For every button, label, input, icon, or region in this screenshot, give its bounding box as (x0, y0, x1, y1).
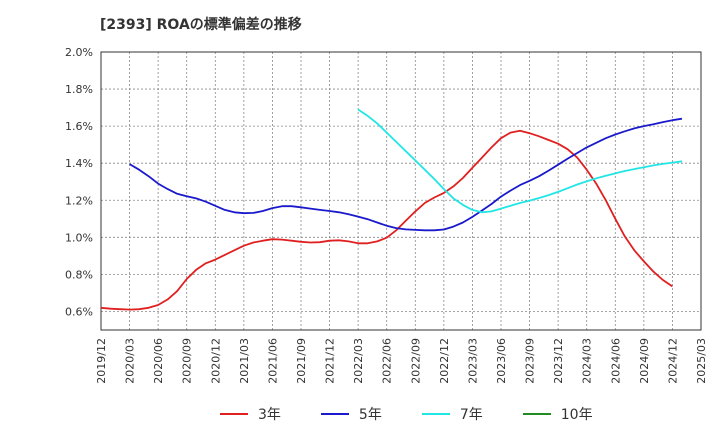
x-tick-label: 2022/06 (381, 338, 394, 384)
legend-swatch (421, 413, 450, 415)
legend-label: 7年 (459, 407, 483, 423)
x-tick-label: 2021/06 (266, 338, 279, 384)
series-line-3年 (100, 129, 673, 311)
x-tick-label: 2019/12 (95, 338, 108, 384)
legend-label: 5年 (358, 407, 382, 423)
y-tick-label: 1.8% (65, 83, 93, 96)
legend-item: 10年 (522, 404, 593, 424)
grid (101, 51, 701, 330)
legend-swatch (522, 413, 551, 415)
x-tick-label: 2022/09 (409, 338, 422, 384)
x-tick-label: 2020/06 (152, 338, 165, 384)
legend-swatch (220, 413, 248, 415)
legend-label: 3年 (258, 407, 281, 423)
x-tick-label: 2024/03 (581, 338, 594, 384)
legend-item: 3年 (220, 404, 281, 424)
y-tick-label: 1.2% (65, 194, 93, 207)
x-tick-label: 2023/12 (552, 338, 565, 384)
x-tick-label: 2024/09 (638, 338, 651, 384)
x-tick-label: 2022/12 (438, 338, 451, 384)
x-tick-label: 2022/03 (352, 338, 365, 384)
x-axis: 2019/12 2020/03 2020/06 2020/09 2020/12 2021/… (95, 338, 708, 384)
y-tick-label: 1.4% (65, 157, 93, 170)
legend-label: 10年 (560, 407, 593, 423)
x-tick-label: 2021/03 (238, 338, 251, 384)
x-tick-label: 2024/12 (666, 338, 679, 384)
legend-item: 5年 (320, 404, 382, 424)
y-axis: 2.0% 1.8% 1.6% 1.4% 1.2% 1.0% 0.8% 0.6% (65, 46, 93, 318)
plot-area (100, 51, 702, 331)
x-tick-label: 2023/09 (524, 338, 537, 384)
y-tick-label: 0.8% (65, 268, 93, 281)
x-tick-label: 2020/03 (124, 338, 137, 384)
x-tick-label: 2023/03 (466, 338, 479, 384)
x-tick-label: 2020/09 (181, 338, 194, 384)
series-line-7年 (357, 108, 683, 214)
y-tick-label: 1.0% (65, 231, 93, 244)
series-lines (100, 108, 683, 311)
legend-swatch (320, 413, 349, 415)
x-tick-label: 2025/03 (695, 338, 708, 384)
x-tick-label: 2023/06 (495, 338, 508, 384)
y-tick-label: 1.6% (65, 120, 93, 133)
legend: 3年 5年 7年 10年 (220, 402, 633, 426)
x-tick-label: 2021/09 (295, 338, 308, 384)
x-tick-label: 2021/12 (324, 338, 337, 384)
x-tick-label: 2024/06 (609, 338, 622, 384)
y-tick-label: 0.6% (65, 305, 93, 318)
series-line-5年 (129, 117, 683, 232)
y-tick-label: 2.0% (65, 46, 93, 59)
chart-title: [2393] ROAの標準偏差の推移 (100, 17, 302, 33)
legend-item: 7年 (421, 404, 483, 424)
x-tick-label: 2020/12 (209, 338, 222, 384)
